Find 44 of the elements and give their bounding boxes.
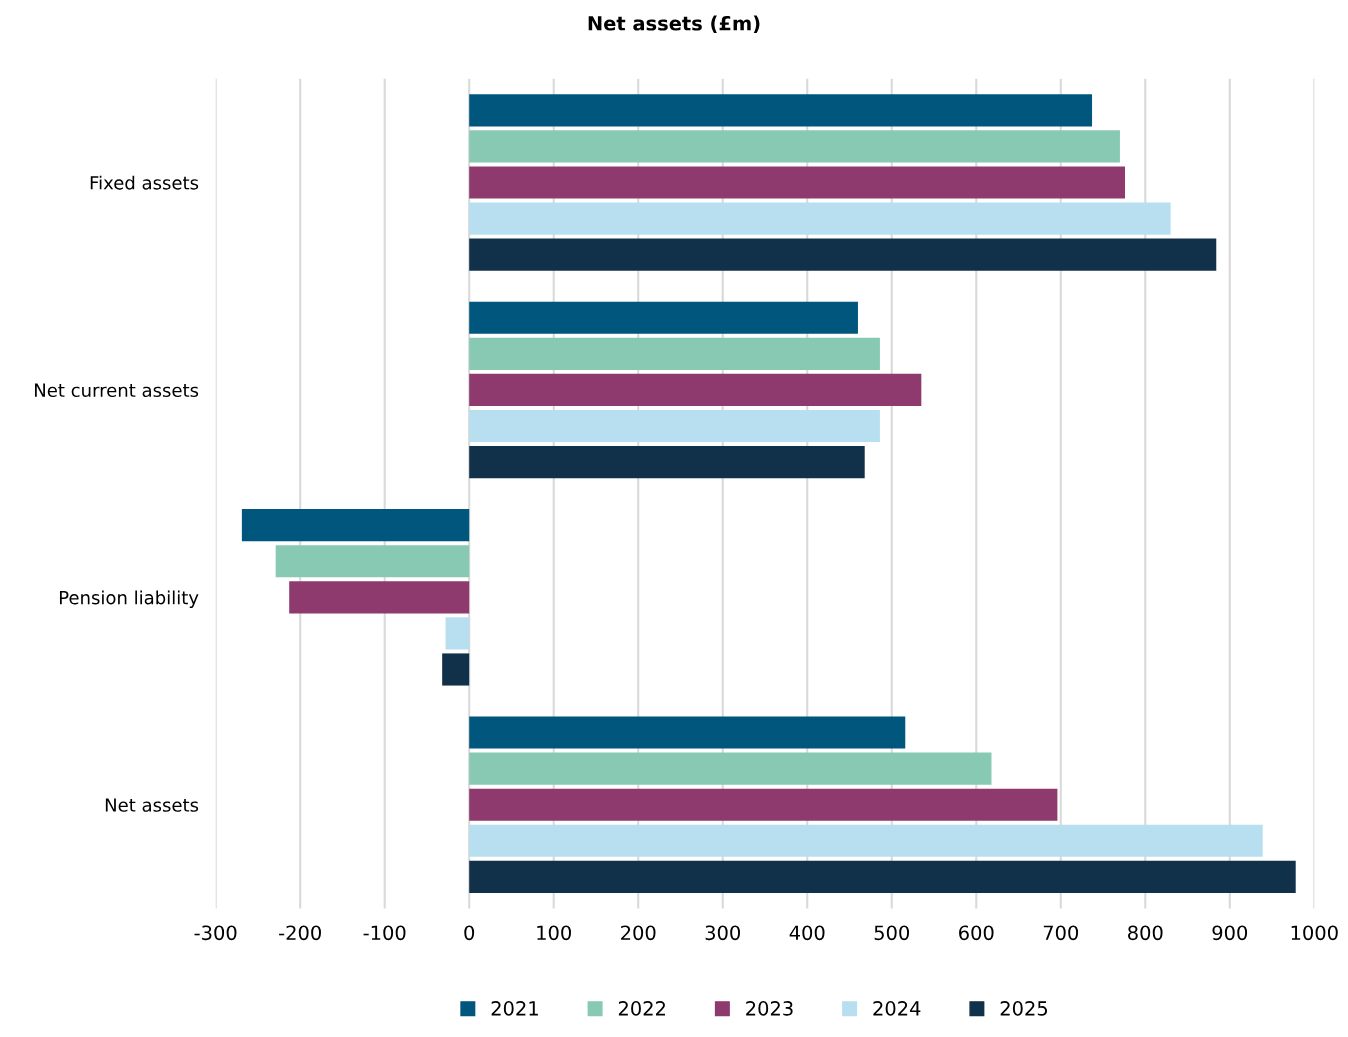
bar xyxy=(469,860,1296,893)
x-tick-label: 300 xyxy=(705,925,740,941)
y-tick-label: Net current assets xyxy=(35,383,199,398)
legend-label: 2024 xyxy=(873,1001,921,1016)
y-tick-label: Fixed assets xyxy=(90,175,199,190)
x-tick-label: 800 xyxy=(1128,925,1163,941)
x-tick-label: 100 xyxy=(537,925,571,941)
bar xyxy=(469,752,992,785)
x-tick-label: 400 xyxy=(789,925,825,941)
bar xyxy=(275,545,470,578)
x-tick-label: 700 xyxy=(1043,925,1079,941)
bar xyxy=(469,94,1093,127)
y-tick-label: Net assets xyxy=(105,798,199,812)
x-tick-label: 500 xyxy=(874,925,910,941)
x-tick-label: -200 xyxy=(279,925,321,941)
legend-label: 2025 xyxy=(1000,1001,1048,1016)
legend-label: 2023 xyxy=(746,1001,793,1016)
bar xyxy=(469,373,922,406)
bar xyxy=(469,446,865,479)
x-tick-label: 600 xyxy=(959,925,994,941)
x-tick-label: 900 xyxy=(1212,925,1248,941)
bar xyxy=(469,716,906,749)
bar xyxy=(469,788,1058,821)
y-tick-label: Pension liability xyxy=(59,590,199,608)
legend-label: 2022 xyxy=(618,1001,665,1016)
x-tick-label: 200 xyxy=(621,925,656,941)
x-tick-label: -100 xyxy=(363,925,406,941)
bar xyxy=(445,617,470,650)
legend-label: 2021 xyxy=(491,1001,538,1016)
x-tick-label: 0 xyxy=(464,925,475,941)
bar xyxy=(469,130,1120,163)
x-tick-label: -300 xyxy=(194,925,237,941)
bar xyxy=(469,409,880,443)
bar xyxy=(469,238,1217,271)
chart-title: Net assets (£m) xyxy=(588,15,760,33)
bar xyxy=(469,337,880,370)
bar xyxy=(469,202,1171,235)
x-tick-label: 1000 xyxy=(1291,925,1338,941)
bar xyxy=(241,509,470,542)
bar xyxy=(442,653,470,686)
bar xyxy=(469,166,1125,199)
bar xyxy=(289,581,470,614)
bar xyxy=(469,301,858,334)
bar xyxy=(469,824,1263,857)
